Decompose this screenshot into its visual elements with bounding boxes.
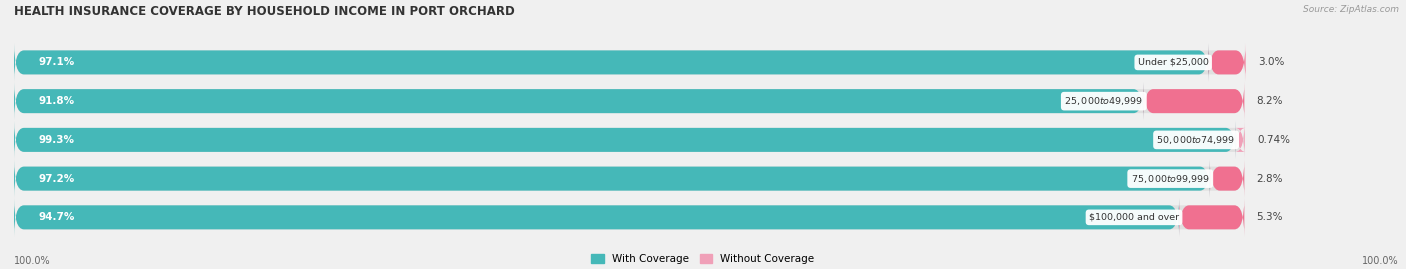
Text: 100.0%: 100.0%: [14, 256, 51, 266]
Text: 100.0%: 100.0%: [1362, 256, 1399, 266]
Text: 8.2%: 8.2%: [1257, 96, 1284, 106]
FancyBboxPatch shape: [1143, 82, 1244, 120]
Text: 99.3%: 99.3%: [39, 135, 75, 145]
Text: $75,000 to $99,999: $75,000 to $99,999: [1130, 173, 1209, 185]
Text: 94.7%: 94.7%: [39, 212, 75, 222]
Text: 91.8%: 91.8%: [39, 96, 75, 106]
FancyBboxPatch shape: [14, 160, 1209, 198]
Text: $25,000 to $49,999: $25,000 to $49,999: [1064, 95, 1143, 107]
FancyBboxPatch shape: [1180, 198, 1244, 236]
FancyBboxPatch shape: [1234, 121, 1246, 159]
FancyBboxPatch shape: [14, 121, 1236, 159]
FancyBboxPatch shape: [14, 43, 1209, 82]
Text: 97.2%: 97.2%: [39, 174, 75, 184]
FancyBboxPatch shape: [14, 198, 1180, 236]
FancyBboxPatch shape: [14, 82, 1244, 120]
FancyBboxPatch shape: [14, 82, 1143, 120]
FancyBboxPatch shape: [1209, 43, 1246, 82]
FancyBboxPatch shape: [14, 43, 1244, 82]
Text: 97.1%: 97.1%: [39, 57, 75, 68]
FancyBboxPatch shape: [14, 198, 1244, 236]
Text: HEALTH INSURANCE COVERAGE BY HOUSEHOLD INCOME IN PORT ORCHARD: HEALTH INSURANCE COVERAGE BY HOUSEHOLD I…: [14, 5, 515, 18]
Text: Source: ZipAtlas.com: Source: ZipAtlas.com: [1303, 5, 1399, 14]
FancyBboxPatch shape: [1209, 160, 1244, 198]
Text: 3.0%: 3.0%: [1258, 57, 1284, 68]
Text: Under $25,000: Under $25,000: [1137, 58, 1209, 67]
Text: $100,000 and over: $100,000 and over: [1090, 213, 1180, 222]
Text: 2.8%: 2.8%: [1257, 174, 1284, 184]
FancyBboxPatch shape: [14, 160, 1244, 198]
Text: $50,000 to $74,999: $50,000 to $74,999: [1157, 134, 1236, 146]
Text: 5.3%: 5.3%: [1257, 212, 1284, 222]
Legend: With Coverage, Without Coverage: With Coverage, Without Coverage: [592, 254, 814, 264]
FancyBboxPatch shape: [14, 121, 1244, 159]
Text: 0.74%: 0.74%: [1257, 135, 1291, 145]
